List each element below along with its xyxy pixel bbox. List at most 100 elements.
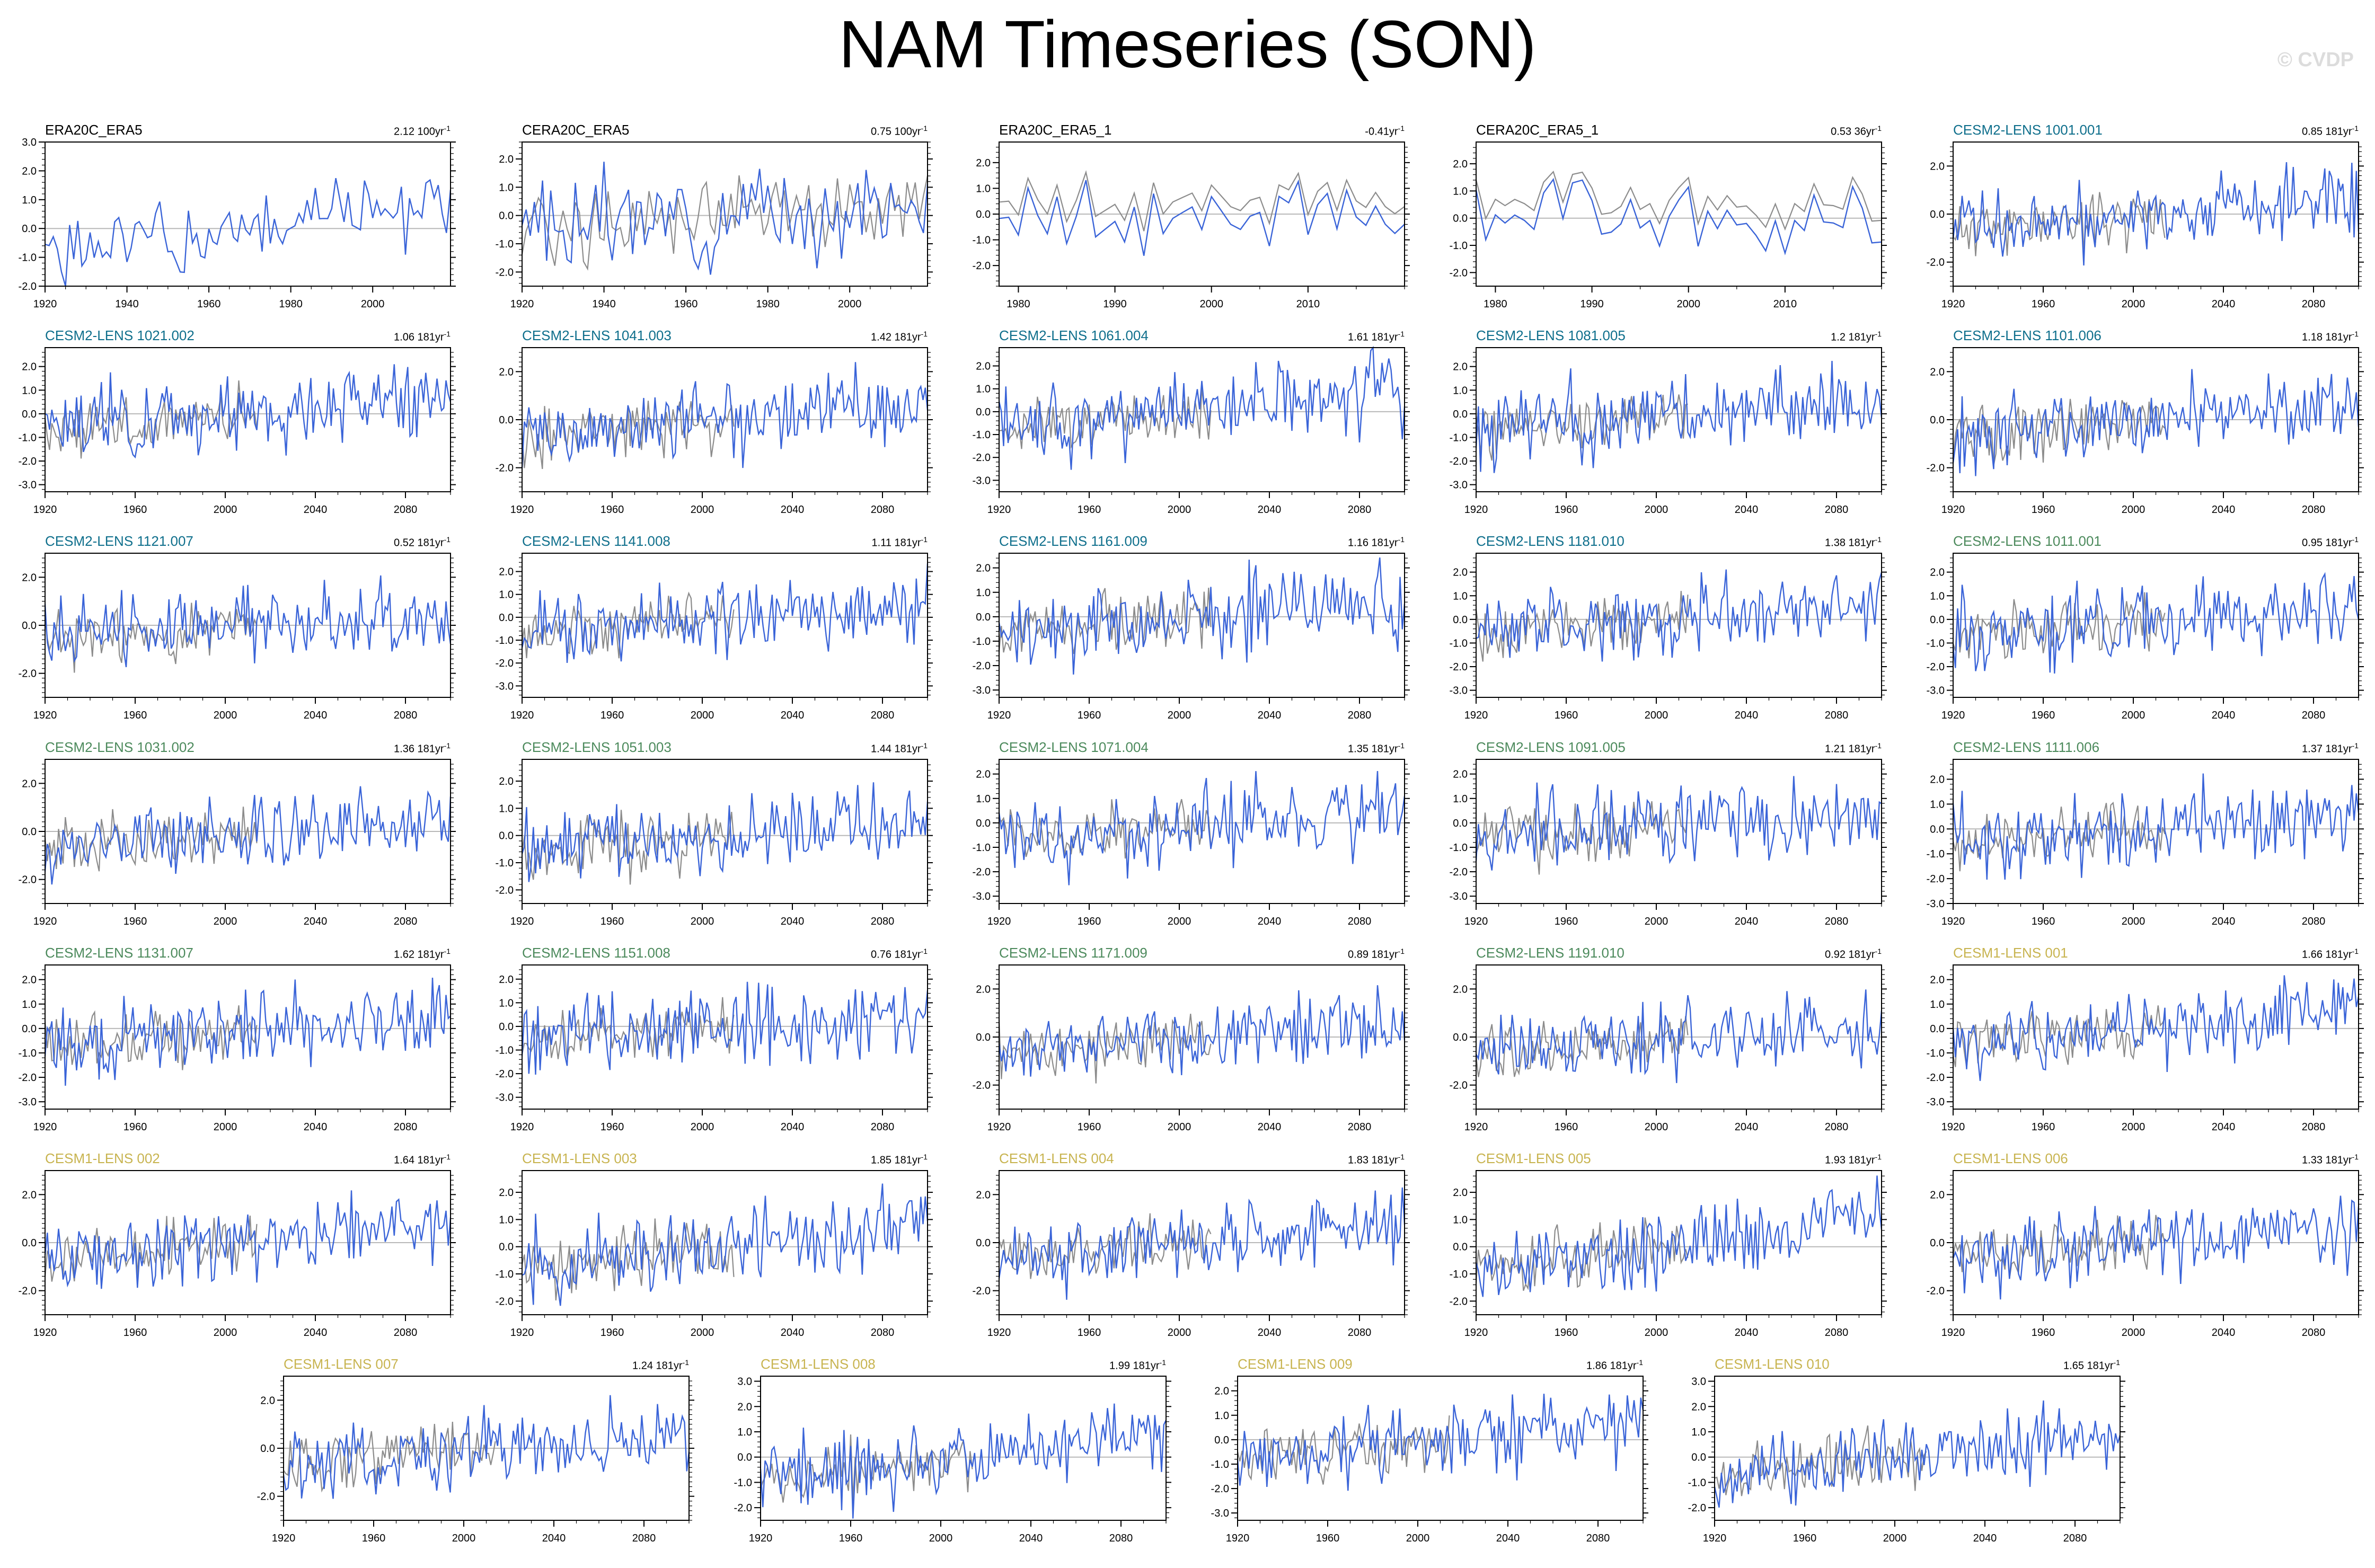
nam-panel: CESM2-LENS 1071.004 1.35 181yr-1 -3.0 -2.0-… [957, 733, 1426, 935]
x-tick-label: 1960 [123, 710, 147, 721]
panel-trend: 1.16 181yr-1 [1348, 535, 1405, 549]
x-tick-label: 2040 [1735, 916, 1759, 927]
nam-panel: CESM2-LENS 1041.003 1.42 181yr-1 -2.0 0.0 2.… [480, 321, 949, 524]
nam-panel: CESM2-LENS 1021.002 1.06 181yr-1 -3.0 -2.0-… [3, 321, 472, 524]
x-tick-label: 1920 [1941, 1121, 1965, 1133]
x-tick-label: 2040 [1258, 504, 1282, 516]
panel-trend: 0.52 181yr-1 [394, 535, 451, 549]
y-tick-label: 2.0 [976, 1189, 991, 1201]
plot-frame [1714, 1376, 2121, 1521]
x-tick-label: 1920 [33, 298, 57, 310]
x-tick-label: 2040 [1973, 1532, 1997, 1544]
y-tick-label: 1.0 [1453, 793, 1468, 805]
y-tick-label: -3.0 [496, 1092, 514, 1104]
y-tick-label: 2.0 [1453, 361, 1468, 373]
panel-title: CESM2-LENS 1011.001 [1953, 533, 2102, 549]
y-tick-label: 2.0 [1214, 1386, 1229, 1397]
y-tick-label: -2.0 [1211, 1483, 1229, 1495]
obs-series-line [521, 591, 735, 659]
y-tick-label: 1.0 [1691, 1427, 1706, 1438]
model-series-line [44, 786, 452, 885]
model-series-line [1475, 178, 1882, 255]
y-tick-label: 0.0 [22, 826, 37, 838]
y-tick-label: 1.0 [1930, 590, 1945, 602]
x-tick-label: 1920 [1226, 1532, 1250, 1544]
nam-panel: CESM2-LENS 1061.004 1.61 181yr-1 -3.0 -2.0-… [957, 321, 1426, 524]
panel-title: CESM1-LENS 005 [1476, 1150, 1591, 1166]
x-tick-label: 2000 [2122, 1327, 2146, 1339]
model-series-line [760, 1403, 1167, 1519]
panel-title: CESM1-LENS 009 [1238, 1356, 1353, 1372]
x-tick-label: 1960 [1078, 916, 1101, 927]
y-tick-label: 1.0 [976, 793, 991, 805]
x-tick-label: 2080 [871, 1121, 895, 1133]
y-tick-label: -2.0 [973, 452, 991, 464]
y-tick-label: -3.0 [973, 475, 991, 486]
y-tick-label: 0.0 [499, 210, 514, 222]
y-tick-label: 0.0 [976, 612, 991, 623]
plot-frame [1953, 553, 2359, 698]
x-tick-label: 2080 [394, 504, 418, 516]
plot-frame [1953, 759, 2359, 904]
y-tick-label: 2.0 [499, 154, 514, 165]
y-tick-label: -2.0 [496, 267, 514, 278]
panel-trend: 1.65 181yr-1 [2063, 1358, 2120, 1372]
panel-plot: -3.0 -2.0 -1.0 0.0 1.0 2.0 1920 1960 2000 2040 208… [1927, 759, 2364, 927]
x-tick-label: 1920 [33, 504, 57, 516]
x-tick-label: 2040 [304, 504, 328, 516]
x-tick-label: 2040 [2212, 298, 2236, 310]
x-tick-label: 2000 [1199, 298, 1223, 310]
panel-title: CESM2-LENS 1081.005 [1476, 327, 1626, 343]
plot-frame [1476, 759, 1882, 904]
y-tick-label: 1.0 [1214, 1410, 1229, 1422]
x-tick-label: 2000 [452, 1532, 476, 1544]
x-tick-label: 1920 [510, 1121, 534, 1133]
panel-plot: -2.0 -1.0 0.0 1.0 2.0 3.0 1920 1960 2000 2040 2080 [734, 1376, 1171, 1544]
model-series-line [999, 179, 1405, 256]
x-tick-label: 2040 [781, 504, 805, 516]
y-tick-label: 1.0 [499, 1214, 514, 1226]
x-tick-label: 2040 [2212, 710, 2236, 721]
x-tick-label: 1980 [279, 298, 303, 310]
panel-plot: -2.0 -1.0 0.0 1.0 2.0 1920 1940 1960 1980 2000 [496, 141, 933, 310]
x-tick-label: 1960 [1316, 1532, 1340, 1544]
model-series-line [1952, 1195, 2360, 1300]
panel-title: CESM1-LENS 007 [284, 1356, 399, 1372]
y-tick-label: -2.0 [496, 1068, 514, 1080]
y-tick-label: 2.0 [1930, 1189, 1945, 1201]
x-tick-label: 2080 [871, 916, 895, 927]
obs-series-line [521, 175, 929, 271]
y-tick-label: -2.0 [19, 281, 37, 293]
panel-trend: 2.12 100yr-1 [394, 124, 451, 138]
x-tick-label: 2000 [2122, 1121, 2146, 1133]
y-tick-label: -2.0 [1927, 257, 1945, 269]
panel-title: CESM2-LENS 1161.009 [999, 533, 1147, 549]
x-tick-label: 2080 [1348, 710, 1372, 721]
y-tick-label: -1.0 [1450, 842, 1468, 854]
x-tick-label: 1920 [1464, 504, 1488, 516]
y-tick-label: 0.0 [976, 1237, 991, 1249]
x-tick-label: 1960 [123, 1121, 147, 1133]
panel-title: CESM2-LENS 1091.005 [1476, 739, 1626, 755]
model-series-line [1952, 572, 2360, 674]
x-tick-label: 2080 [394, 916, 418, 927]
panel-trend: 1.99 181yr-1 [1109, 1358, 1166, 1372]
y-tick-label: 2.0 [22, 572, 37, 583]
model-series-line [44, 978, 451, 1086]
plot-frame [522, 141, 928, 287]
x-tick-label: 2040 [1735, 710, 1759, 721]
nam-panel: CESM1-LENS 008 1.99 181yr-1 -2.0 -1.0 0.0 1.0… [718, 1350, 1187, 1552]
x-tick-label: 2040 [542, 1532, 566, 1544]
y-tick-label: 0.0 [22, 1237, 37, 1249]
y-tick-label: -1.0 [496, 1045, 514, 1057]
y-tick-label: 1.0 [976, 384, 991, 395]
trend-value: 1.2 181yr [1831, 331, 1875, 343]
y-tick-label: 2.0 [1930, 366, 1945, 378]
trend-value: 1.83 181yr [1348, 1154, 1398, 1166]
y-tick-label: 1.0 [22, 999, 37, 1011]
y-tick-label: 3.0 [737, 1376, 752, 1388]
x-tick-label: 1960 [1555, 504, 1578, 516]
panel-title: CESM2-LENS 1121.007 [45, 533, 193, 549]
y-tick-label: -3.0 [1927, 685, 1945, 697]
y-tick-label: -3.0 [496, 680, 514, 692]
